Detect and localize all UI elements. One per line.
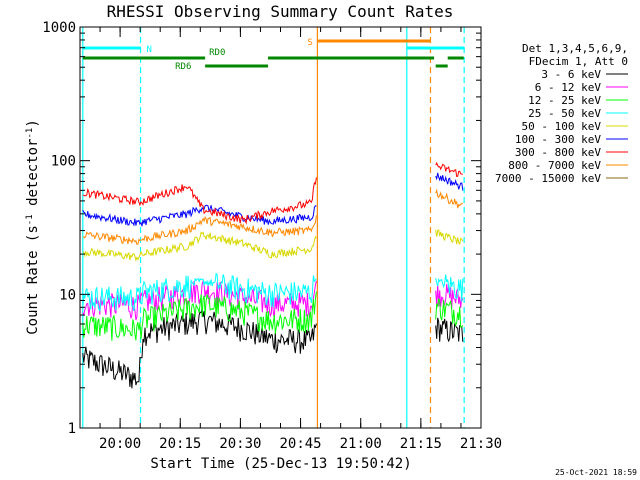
legend-label: 100 - 300 keV bbox=[515, 133, 601, 146]
legend-label: 25 - 50 keV bbox=[528, 107, 601, 120]
x-tick-label: 20:00 bbox=[99, 436, 141, 452]
legend-label: 50 - 100 keV bbox=[522, 120, 602, 133]
x-tick-label: 20:45 bbox=[279, 436, 321, 452]
series-line-25-50-keV bbox=[82, 272, 464, 313]
x-axis-label: Start Time (25-Dec-13 19:50:42) bbox=[150, 456, 411, 472]
chart-title: RHESSI Observing Summary Count Rates bbox=[107, 2, 454, 21]
y-tick-label: 1000 bbox=[42, 20, 76, 36]
x-tick-label: 21:30 bbox=[460, 436, 502, 452]
legend-label: 3 - 6 keV bbox=[541, 68, 601, 81]
series-line-3-6-keV bbox=[82, 307, 464, 389]
series-line-300-800-keV bbox=[82, 161, 463, 225]
series-line-50-100-keV bbox=[82, 229, 464, 262]
flag-label-n: N bbox=[147, 45, 152, 55]
legend-header: Det 1,3,4,5,6,9, bbox=[522, 42, 628, 55]
legend-label: 6 - 12 keV bbox=[535, 81, 602, 94]
legend-label: 300 - 800 keV bbox=[515, 146, 601, 159]
legend-label: 7000 - 15000 keV bbox=[495, 172, 601, 185]
x-tick-label: 20:30 bbox=[219, 436, 261, 452]
flag-label-s: S bbox=[307, 38, 312, 48]
y-tick-label: 100 bbox=[51, 154, 76, 170]
series-line-800-7000-keV bbox=[82, 188, 464, 245]
x-tick-label: 20:15 bbox=[159, 436, 201, 452]
legend-label: 800 - 7000 keV bbox=[508, 159, 601, 172]
legend-header: FDecim 1, Att 0 bbox=[529, 55, 628, 68]
y-axis-label: Count Rate (s-1 detector-1) bbox=[25, 119, 41, 335]
x-tick-label: 21:15 bbox=[400, 436, 442, 452]
flag-label-rd0: RD0 bbox=[209, 48, 225, 58]
series-line-100-300-keV bbox=[82, 172, 464, 227]
legend: Det 1,3,4,5,6,9,FDecim 1, Att 03 - 6 keV… bbox=[495, 42, 628, 185]
footer-timestamp: 25-Oct-2021 18:59 bbox=[555, 468, 637, 477]
y-tick-label: 1 bbox=[68, 421, 76, 437]
legend-label: 12 - 25 keV bbox=[528, 94, 601, 107]
series-line-12-25-keV bbox=[82, 291, 464, 341]
y-tick-label: 10 bbox=[59, 287, 76, 303]
flag-label-rd6: RD6 bbox=[175, 62, 191, 72]
x-tick-label: 21:00 bbox=[340, 436, 382, 452]
